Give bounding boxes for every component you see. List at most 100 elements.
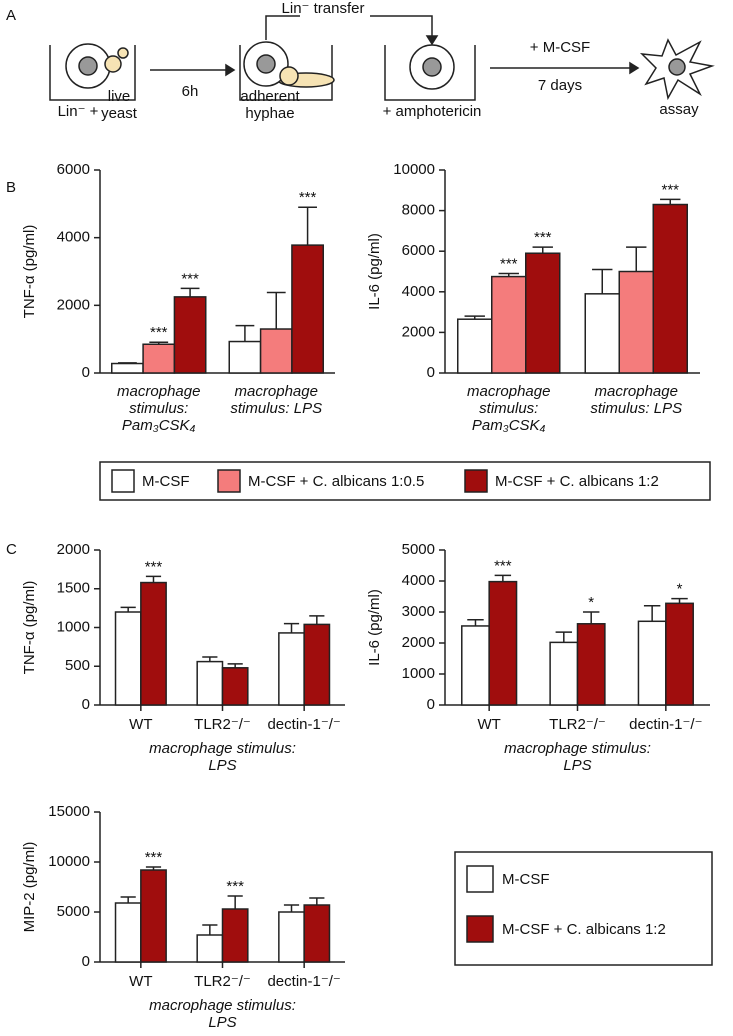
x-tick-label: macrophage stimulus: Pam₃CSK₄ [467,383,551,434]
y-tick-label: 1500 [57,580,90,597]
bar [114,611,142,706]
y-tick-label: 3000 [402,603,435,620]
y-tick-label: 4000 [402,572,435,589]
significance: *** [226,878,244,895]
nucleus [668,58,686,76]
legend-swatch [466,915,494,943]
y-tick-label: 4000 [57,229,90,246]
significance: * [588,594,594,611]
y-tick-label: 2000 [402,323,435,340]
error-bar [671,597,688,604]
bar [291,244,324,374]
y-tick-label: 500 [65,657,90,674]
x-axis-label: macrophage stimulus: LPS [149,740,296,774]
label-bg [300,4,370,20]
y-tick-label: 5000 [402,541,435,558]
arrowhead [225,63,236,77]
x-tick-label: macrophage stimulus: LPS [590,383,683,417]
bar [114,902,142,963]
y-tick-label: 10000 [48,853,90,870]
bar [140,581,167,706]
significance: *** [299,189,317,206]
error-bar [145,866,162,870]
x-tick-label: dectin-1⁻/⁻ [267,973,340,990]
legend-box [454,851,713,966]
diagram-label: assay [659,101,699,118]
bar [584,293,620,374]
significance: *** [500,255,518,272]
error-bar [643,605,661,622]
y-tick-label: 1000 [402,665,435,682]
error-bar [467,619,484,626]
error-bar [494,574,512,582]
legend-label: M-CSF + C. albicans 1:0.5 [248,473,424,490]
y-axis-label: IL-6 (pg/ml) [366,589,383,666]
diagram-label: 6h [182,83,199,100]
bar [665,602,694,706]
error-bar [149,341,169,345]
bar [196,660,224,706]
x-axis-label: macrophage stimulus: LPS [149,997,296,1031]
y-tick-label: 0 [82,696,90,713]
error-bar [309,897,325,905]
error-bar [498,272,519,277]
bar [637,620,667,706]
legend-label: M-CSF [142,473,190,490]
y-tick-label: 0 [427,364,435,381]
nucleus [256,54,276,74]
y-tick-label: 6000 [402,242,435,259]
bar [278,911,305,963]
error-bar [266,291,286,330]
error-bar [227,895,243,909]
error-bar [660,198,681,205]
significance: *** [494,557,512,574]
error-bar [582,611,600,624]
error-bar [180,287,200,297]
legend-swatch [111,469,135,493]
legend-box [99,461,711,501]
y-tick-label: 5000 [57,903,90,920]
bar [111,362,144,374]
well [239,45,333,101]
error-bar [309,615,325,625]
y-tick-label: 1000 [57,618,90,635]
y-axis-label: MIP-2 (pg/ml) [21,842,38,933]
bar [491,275,527,374]
error-bar [464,315,485,320]
y-tick-label: 2000 [57,541,90,558]
yeast [104,55,122,73]
diagram-label: live yeast [101,88,137,122]
arrowhead [425,35,439,46]
bar [303,904,331,963]
legend-swatch [464,469,488,493]
panel-label: A [6,7,16,24]
error-bar [118,362,137,364]
x-tick-label: WT [478,716,501,733]
bar [228,340,262,374]
diagram-label: + M-CSF [530,39,590,56]
error-bar [202,656,218,662]
legend-label: M-CSF + C. albicans 1:2 [502,921,666,938]
x-tick-label: dectin-1⁻/⁻ [267,716,340,733]
y-tick-label: 15000 [48,803,90,820]
error-bar [227,663,243,668]
x-tick-label: TLR2⁻/⁻ [194,716,251,733]
yeast [279,66,299,86]
bar [142,343,176,374]
y-tick-label: 0 [427,696,435,713]
legend-swatch [217,469,241,493]
diagram-label: Lin⁻ transfer [282,0,365,17]
bar [303,623,331,706]
y-tick-label: 2000 [57,296,90,313]
y-tick-label: 4000 [402,283,435,300]
error-bar [283,904,300,912]
bar [549,641,579,706]
significance: *** [534,229,552,246]
panel-label: C [6,541,17,558]
y-axis-label: IL-6 (pg/ml) [366,233,383,310]
bar [196,934,224,963]
error-bar [145,575,162,583]
error-bar [555,631,573,643]
bar [461,625,490,706]
